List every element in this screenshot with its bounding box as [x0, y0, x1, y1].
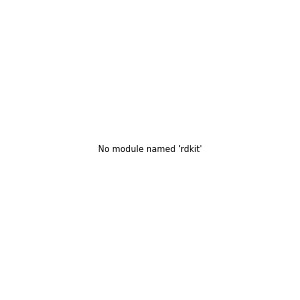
Text: No module named 'rdkit': No module named 'rdkit' — [98, 146, 202, 154]
